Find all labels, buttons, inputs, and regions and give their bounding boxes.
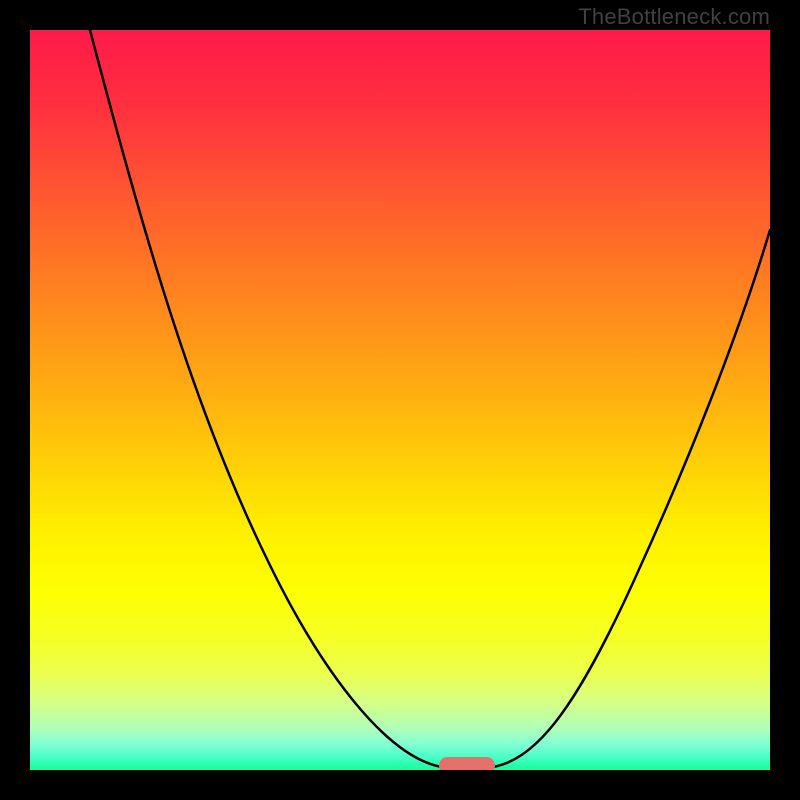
site-watermark: TheBottleneck.com <box>578 4 770 30</box>
optimal-range-marker <box>439 757 495 770</box>
bottleneck-curve <box>30 30 770 770</box>
plot-area <box>30 30 770 770</box>
chart-frame: TheBottleneck.com <box>0 0 800 800</box>
curve-path <box>90 30 770 768</box>
